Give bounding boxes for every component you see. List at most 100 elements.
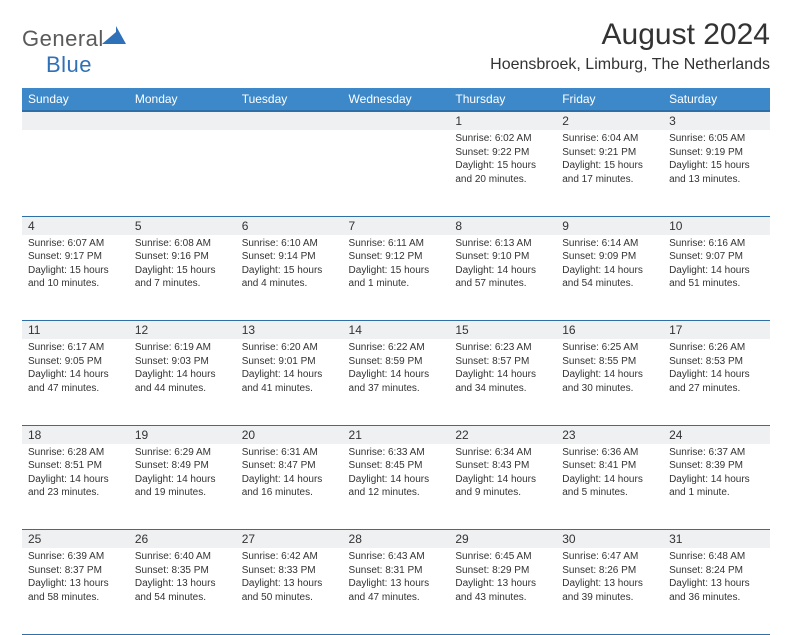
- calendar-daynum-cell: 17: [663, 321, 770, 340]
- day-number: 16: [556, 321, 663, 339]
- day-details: Sunrise: 6:08 AMSunset: 9:16 PMDaylight:…: [129, 235, 236, 295]
- day-details: Sunrise: 6:16 AMSunset: 9:07 PMDaylight:…: [663, 235, 770, 295]
- day-details: Sunrise: 6:25 AMSunset: 8:55 PMDaylight:…: [556, 339, 663, 399]
- calendar-daynum-cell: 16: [556, 321, 663, 340]
- sunset-text: Sunset: 9:17 PM: [28, 250, 123, 264]
- sunset-text: Sunset: 8:33 PM: [242, 564, 337, 578]
- sunrise-text: Sunrise: 6:29 AM: [135, 446, 230, 460]
- sunrise-text: Sunrise: 6:37 AM: [669, 446, 764, 460]
- calendar-detail-cell: Sunrise: 6:33 AMSunset: 8:45 PMDaylight:…: [343, 444, 450, 530]
- daylight-text: Daylight: 14 hours and 5 minutes.: [562, 473, 657, 500]
- day-details: Sunrise: 6:39 AMSunset: 8:37 PMDaylight:…: [22, 548, 129, 608]
- calendar-daynum-cell: 1: [449, 111, 556, 130]
- daylight-text: Daylight: 15 hours and 1 minute.: [349, 264, 444, 291]
- day-details: Sunrise: 6:48 AMSunset: 8:24 PMDaylight:…: [663, 548, 770, 608]
- sunset-text: Sunset: 9:03 PM: [135, 355, 230, 369]
- day-details: Sunrise: 6:43 AMSunset: 8:31 PMDaylight:…: [343, 548, 450, 608]
- daylight-text: Daylight: 13 hours and 39 minutes.: [562, 577, 657, 604]
- day-details: Sunrise: 6:34 AMSunset: 8:43 PMDaylight:…: [449, 444, 556, 504]
- calendar-daynum-cell: 26: [129, 530, 236, 549]
- day-number: 9: [556, 217, 663, 235]
- daylight-text: Daylight: 15 hours and 10 minutes.: [28, 264, 123, 291]
- day-details: Sunrise: 6:37 AMSunset: 8:39 PMDaylight:…: [663, 444, 770, 504]
- calendar-detail-cell: Sunrise: 6:25 AMSunset: 8:55 PMDaylight:…: [556, 339, 663, 425]
- sunrise-text: Sunrise: 6:10 AM: [242, 237, 337, 251]
- sunset-text: Sunset: 8:49 PM: [135, 459, 230, 473]
- day-number: 30: [556, 530, 663, 548]
- day-number: 29: [449, 530, 556, 548]
- sunrise-text: Sunrise: 6:17 AM: [28, 341, 123, 355]
- daylight-text: Daylight: 14 hours and 27 minutes.: [669, 368, 764, 395]
- calendar-daynum-cell: 10: [663, 216, 770, 235]
- daylight-text: Daylight: 14 hours and 23 minutes.: [28, 473, 123, 500]
- day-number: 27: [236, 530, 343, 548]
- day-details: Sunrise: 6:19 AMSunset: 9:03 PMDaylight:…: [129, 339, 236, 399]
- day-header: Monday: [129, 88, 236, 111]
- sunset-text: Sunset: 8:41 PM: [562, 459, 657, 473]
- sunrise-text: Sunrise: 6:02 AM: [455, 132, 550, 146]
- calendar-daynum-cell: 30: [556, 530, 663, 549]
- calendar-daynum-cell: 23: [556, 425, 663, 444]
- day-number: 14: [343, 321, 450, 339]
- calendar-detail-cell: Sunrise: 6:31 AMSunset: 8:47 PMDaylight:…: [236, 444, 343, 530]
- day-number: 18: [22, 426, 129, 444]
- logo: General Blue: [22, 18, 126, 78]
- day-details: Sunrise: 6:45 AMSunset: 8:29 PMDaylight:…: [449, 548, 556, 608]
- day-number: 15: [449, 321, 556, 339]
- calendar-daynum-cell: 19: [129, 425, 236, 444]
- day-header: Sunday: [22, 88, 129, 111]
- sunset-text: Sunset: 9:21 PM: [562, 146, 657, 160]
- sunset-text: Sunset: 8:37 PM: [28, 564, 123, 578]
- daylight-text: Daylight: 14 hours and 44 minutes.: [135, 368, 230, 395]
- sunrise-text: Sunrise: 6:48 AM: [669, 550, 764, 564]
- sunrise-text: Sunrise: 6:45 AM: [455, 550, 550, 564]
- day-details: Sunrise: 6:04 AMSunset: 9:21 PMDaylight:…: [556, 130, 663, 190]
- daylight-text: Daylight: 14 hours and 30 minutes.: [562, 368, 657, 395]
- day-details: Sunrise: 6:33 AMSunset: 8:45 PMDaylight:…: [343, 444, 450, 504]
- sunset-text: Sunset: 9:07 PM: [669, 250, 764, 264]
- day-details: Sunrise: 6:02 AMSunset: 9:22 PMDaylight:…: [449, 130, 556, 190]
- sunset-text: Sunset: 9:22 PM: [455, 146, 550, 160]
- calendar-daynum-cell: 15: [449, 321, 556, 340]
- calendar-detail-cell: Sunrise: 6:43 AMSunset: 8:31 PMDaylight:…: [343, 548, 450, 634]
- sunset-text: Sunset: 8:51 PM: [28, 459, 123, 473]
- sunrise-text: Sunrise: 6:07 AM: [28, 237, 123, 251]
- calendar-daynum-cell: 31: [663, 530, 770, 549]
- daylight-text: Daylight: 15 hours and 7 minutes.: [135, 264, 230, 291]
- calendar-detail-cell: Sunrise: 6:34 AMSunset: 8:43 PMDaylight:…: [449, 444, 556, 530]
- sunrise-text: Sunrise: 6:28 AM: [28, 446, 123, 460]
- logo-triangle-right-icon: [116, 26, 126, 44]
- day-details: Sunrise: 6:07 AMSunset: 9:17 PMDaylight:…: [22, 235, 129, 295]
- title-block: August 2024 Hoensbroek, Limburg, The Net…: [490, 18, 770, 74]
- day-details: Sunrise: 6:36 AMSunset: 8:41 PMDaylight:…: [556, 444, 663, 504]
- day-details: Sunrise: 6:47 AMSunset: 8:26 PMDaylight:…: [556, 548, 663, 608]
- calendar-daynum-cell: 3: [663, 111, 770, 130]
- day-number: 20: [236, 426, 343, 444]
- daylight-text: Daylight: 15 hours and 17 minutes.: [562, 159, 657, 186]
- calendar-daynum-cell: 9: [556, 216, 663, 235]
- day-number: 26: [129, 530, 236, 548]
- daylight-text: Daylight: 13 hours and 58 minutes.: [28, 577, 123, 604]
- day-header: Tuesday: [236, 88, 343, 111]
- calendar-detail-cell: Sunrise: 6:08 AMSunset: 9:16 PMDaylight:…: [129, 235, 236, 321]
- calendar-detail-cell: [129, 130, 236, 216]
- calendar-daynum-cell: 21: [343, 425, 450, 444]
- sunrise-text: Sunrise: 6:25 AM: [562, 341, 657, 355]
- day-details: Sunrise: 6:20 AMSunset: 9:01 PMDaylight:…: [236, 339, 343, 399]
- day-number: 24: [663, 426, 770, 444]
- daylight-text: Daylight: 14 hours and 1 minute.: [669, 473, 764, 500]
- calendar-daynum-cell: [129, 111, 236, 130]
- calendar-detail-cell: Sunrise: 6:45 AMSunset: 8:29 PMDaylight:…: [449, 548, 556, 634]
- day-number: 3: [663, 112, 770, 130]
- calendar-detail-cell: Sunrise: 6:13 AMSunset: 9:10 PMDaylight:…: [449, 235, 556, 321]
- calendar-detail-cell: [343, 130, 450, 216]
- calendar-detail-cell: Sunrise: 6:47 AMSunset: 8:26 PMDaylight:…: [556, 548, 663, 634]
- day-number: 4: [22, 217, 129, 235]
- calendar-detail-cell: Sunrise: 6:14 AMSunset: 9:09 PMDaylight:…: [556, 235, 663, 321]
- day-number: 31: [663, 530, 770, 548]
- sunset-text: Sunset: 9:10 PM: [455, 250, 550, 264]
- daylight-text: Daylight: 14 hours and 34 minutes.: [455, 368, 550, 395]
- calendar-daynum-cell: 13: [236, 321, 343, 340]
- sunrise-text: Sunrise: 6:26 AM: [669, 341, 764, 355]
- location: Hoensbroek, Limburg, The Netherlands: [490, 56, 770, 74]
